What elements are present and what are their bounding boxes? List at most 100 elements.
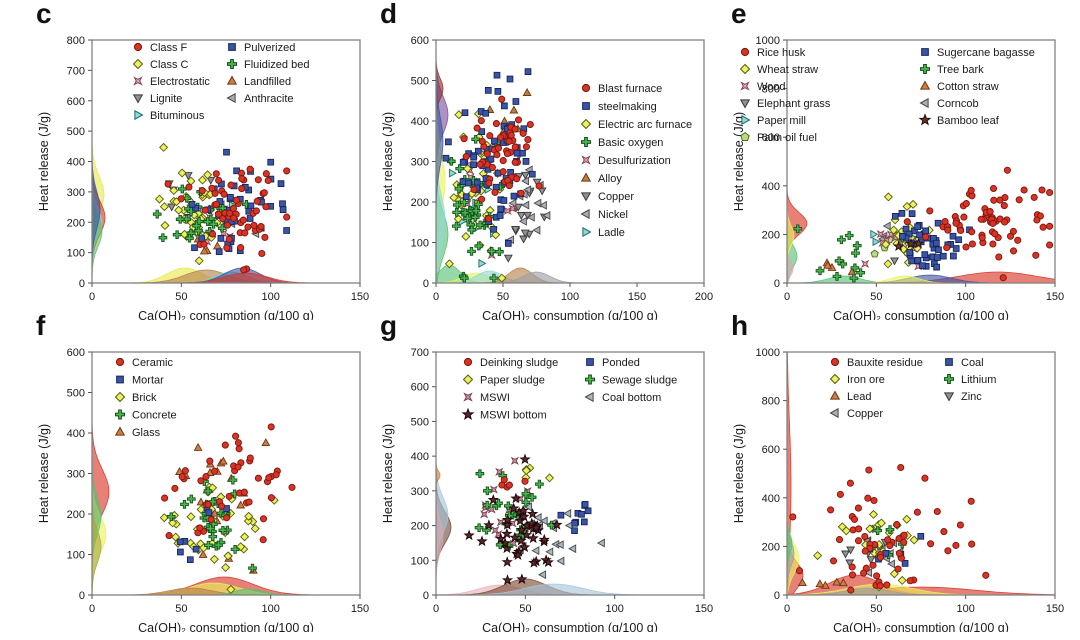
x-tick-label: 150 bbox=[628, 291, 646, 303]
scatter-point bbox=[489, 273, 499, 283]
scatter-point bbox=[197, 477, 205, 485]
scatter-point bbox=[501, 542, 513, 554]
series-sugercane-bagasse bbox=[891, 210, 973, 271]
legend-marker-tridown bbox=[943, 392, 955, 402]
scatter-point bbox=[198, 549, 208, 558]
scatter-point bbox=[967, 497, 975, 505]
y-tick-label: 800 bbox=[762, 84, 780, 96]
scatter-point bbox=[206, 524, 215, 533]
scatter-point bbox=[855, 525, 863, 533]
scatter-point bbox=[445, 138, 452, 146]
scatter-point bbox=[968, 240, 976, 248]
scatter-point bbox=[906, 577, 914, 585]
y-tick-label: 600 bbox=[67, 347, 85, 359]
scatter-point bbox=[897, 575, 907, 585]
legend-label: MSWI bbox=[480, 392, 510, 404]
scatter-point bbox=[557, 511, 565, 519]
scatter-point bbox=[167, 203, 177, 212]
legend: Class F Class C Electrostatic Lignite Bitumi… bbox=[132, 42, 309, 122]
scatter-point bbox=[886, 542, 894, 550]
y-tick-label: 600 bbox=[67, 96, 85, 108]
x-tick-label: 0 bbox=[89, 603, 95, 615]
scatter-point bbox=[908, 257, 915, 265]
scatter-point bbox=[161, 494, 169, 502]
scatter-point bbox=[462, 193, 470, 201]
scatter-point bbox=[955, 236, 962, 244]
legend-label: Nickel bbox=[598, 209, 628, 221]
legend-marker-square bbox=[582, 102, 590, 110]
axes: 0 100 200 300 400 500 600 0 50 100 150 Ca(OH)₂ cons… bbox=[37, 347, 369, 632]
scatter-point bbox=[968, 540, 976, 548]
scatter-point bbox=[531, 546, 540, 556]
legend-label: Palm oil fuel bbox=[757, 132, 817, 144]
scatter-point bbox=[219, 215, 227, 223]
scatter-point bbox=[517, 189, 525, 197]
scatter-point bbox=[538, 570, 547, 580]
scatter-point bbox=[513, 175, 521, 183]
scatter-point bbox=[210, 508, 220, 517]
scatter-point bbox=[471, 134, 481, 144]
scatter-point bbox=[177, 548, 184, 556]
scatter-point bbox=[903, 218, 911, 226]
scatter-point bbox=[277, 180, 285, 187]
scatter-point bbox=[241, 229, 249, 237]
scatter-point bbox=[873, 572, 881, 580]
scatter-point bbox=[523, 502, 532, 512]
scatter-point bbox=[474, 241, 484, 251]
scatter-point bbox=[512, 549, 524, 560]
y-tick-label: 600 bbox=[762, 444, 780, 456]
scatter-point bbox=[989, 240, 997, 248]
scatter-point bbox=[452, 208, 462, 217]
scatter-point bbox=[207, 516, 215, 524]
scatter-point bbox=[227, 193, 234, 201]
scatter-point bbox=[229, 204, 238, 213]
scatter-point bbox=[212, 200, 220, 208]
scatter-point bbox=[538, 533, 550, 545]
scatter-point bbox=[1006, 232, 1015, 240]
scatter-point bbox=[487, 247, 497, 256]
scatter-point bbox=[473, 200, 483, 209]
scatter-point bbox=[462, 153, 470, 161]
scatter-point bbox=[444, 259, 454, 269]
scatter-point bbox=[1009, 247, 1018, 255]
scatter-point bbox=[836, 490, 844, 498]
y-tick-label: 500 bbox=[67, 126, 85, 138]
panel-g: g 0 100 200 300 400 500 600 700 0 50 100 150 Ca(OH)₂… bbox=[364, 310, 724, 632]
scatter-point bbox=[518, 216, 527, 226]
scatter-point bbox=[470, 153, 477, 161]
scatter-point bbox=[832, 272, 842, 281]
scatter-point bbox=[909, 535, 919, 545]
legend-marker-triup bbox=[829, 390, 841, 400]
y-tick-label: 200 bbox=[762, 541, 780, 553]
x-tick-label: 100 bbox=[261, 603, 279, 615]
scatter-point bbox=[952, 219, 960, 227]
scatter-point bbox=[846, 546, 856, 555]
legend-label: Copper bbox=[598, 191, 634, 203]
legend-marker-triup bbox=[580, 172, 592, 182]
scatter-point bbox=[250, 221, 258, 229]
x-tick-label: 50 bbox=[497, 291, 509, 303]
scatter-point bbox=[571, 519, 579, 527]
scatter-point bbox=[508, 198, 517, 208]
scatter-point bbox=[499, 168, 507, 176]
legend: Blast furnace steelmaking Electric arc fur… bbox=[580, 83, 692, 239]
scatter-point bbox=[501, 513, 514, 525]
legend-label: Deinking sludge bbox=[480, 357, 558, 369]
scatter-point bbox=[870, 249, 879, 258]
x-axis-title: Ca(OH)₂ consumption (g/100 g) bbox=[482, 621, 658, 632]
scatter-point bbox=[454, 184, 464, 194]
y-axis-title: Heat release (J/g) bbox=[37, 112, 51, 211]
scatter-point bbox=[834, 256, 844, 266]
scatter-point bbox=[230, 214, 238, 222]
panel-e-plot: 0 200 400 600 800 1000 0 50 100 150 Ca(OH)₂ consum… bbox=[732, 35, 1064, 320]
panel-c-plot: 0 100 200 300 400 500 600 700 800 0 50 100 150 Ca(OH)… bbox=[37, 35, 369, 320]
scatter-point bbox=[580, 518, 588, 526]
scatter-point bbox=[234, 463, 242, 471]
scatter-point bbox=[865, 466, 873, 474]
y-tick-label: 200 bbox=[762, 229, 780, 241]
scatter-point bbox=[237, 244, 245, 252]
scatter-point bbox=[492, 120, 500, 128]
scatter-point bbox=[848, 563, 856, 571]
scatter-point bbox=[1001, 218, 1009, 226]
scatter-point bbox=[501, 556, 513, 567]
